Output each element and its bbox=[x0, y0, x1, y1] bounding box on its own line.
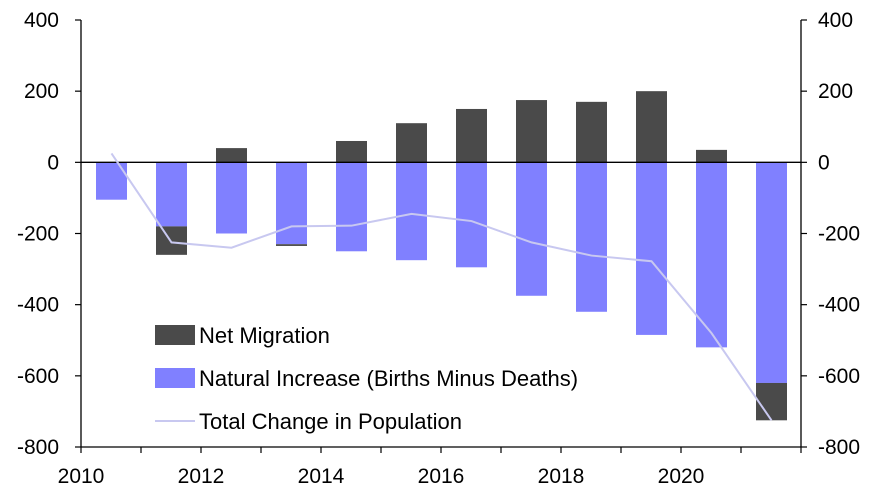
legend-item-natural-increase: Natural Increase (Births Minus Deaths) bbox=[155, 366, 578, 391]
right-y-tick-label: 200 bbox=[818, 80, 853, 103]
x-tick-label: 2014 bbox=[298, 465, 345, 488]
natural-increase-bar bbox=[276, 162, 307, 245]
total-change-line-layer bbox=[110, 152, 773, 421]
x-tick-label: 2012 bbox=[178, 465, 225, 488]
net-migration-bar bbox=[216, 148, 247, 163]
left-y-tick-label: -400 bbox=[17, 294, 59, 317]
natural-increase-bar bbox=[576, 162, 607, 312]
net-migration-bar bbox=[516, 100, 547, 163]
natural-increase-bar bbox=[396, 162, 427, 261]
x-tick-label: 2010 bbox=[58, 465, 105, 488]
natural-increase-bar bbox=[156, 162, 187, 227]
legend-label-natural-increase: Natural Increase (Births Minus Deaths) bbox=[199, 366, 578, 391]
left-y-tick-label: 400 bbox=[24, 9, 59, 32]
left-y-tick-label: -200 bbox=[17, 223, 59, 246]
legend-item-net-migration: Net Migration bbox=[155, 323, 330, 348]
natural-increase-bar bbox=[216, 162, 247, 234]
right-y-tick-label: -200 bbox=[818, 223, 860, 246]
right-y-tick-label: -800 bbox=[818, 436, 860, 459]
right-y-tick-label: 0 bbox=[818, 151, 830, 174]
right-y-tick-label: 400 bbox=[818, 9, 853, 32]
natural-increase-bar bbox=[696, 162, 727, 348]
legend-swatch-net-migration bbox=[155, 325, 195, 345]
legend-item-total-change: Total Change in Population bbox=[155, 409, 462, 434]
legend: Net Migration Natural Increase (Births Mi… bbox=[155, 323, 578, 434]
axes-layer: 400 400 200 200 0 0 -200 -200 -400 -400 -600 -600 -8… bbox=[17, 9, 860, 488]
net-migration-bar bbox=[336, 140, 367, 163]
legend-label-total-change: Total Change in Population bbox=[199, 409, 462, 434]
left-y-tick-label: 200 bbox=[24, 80, 59, 103]
left-y-tick-label: -800 bbox=[17, 436, 59, 459]
net-migration-bar bbox=[756, 382, 787, 421]
natural-increase-bar bbox=[516, 162, 547, 296]
left-y-tick-label: -600 bbox=[17, 365, 59, 388]
net-migration-bar bbox=[576, 101, 607, 163]
net-migration-bar bbox=[456, 108, 487, 163]
net-migration-bar bbox=[276, 244, 307, 246]
right-y-tick-label: -600 bbox=[818, 365, 860, 388]
natural-increase-bar bbox=[336, 162, 367, 252]
net-migration-bar bbox=[636, 91, 667, 163]
x-tick-label: 2016 bbox=[418, 465, 465, 488]
x-tick-label: 2018 bbox=[538, 465, 585, 488]
x-tick-label: 2020 bbox=[658, 465, 705, 488]
bars-layer bbox=[96, 91, 787, 421]
right-y-tick-label: -400 bbox=[818, 294, 860, 317]
left-y-tick-label: 0 bbox=[47, 151, 59, 174]
net-migration-bar bbox=[396, 123, 427, 163]
natural-increase-bar bbox=[456, 162, 487, 268]
natural-increase-bar bbox=[756, 162, 787, 383]
legend-swatch-natural-increase bbox=[155, 368, 195, 388]
legend-label-net-migration: Net Migration bbox=[199, 323, 330, 348]
net-migration-bar bbox=[696, 149, 727, 163]
total-change-line bbox=[110, 152, 773, 421]
natural-increase-bar bbox=[636, 162, 667, 335]
